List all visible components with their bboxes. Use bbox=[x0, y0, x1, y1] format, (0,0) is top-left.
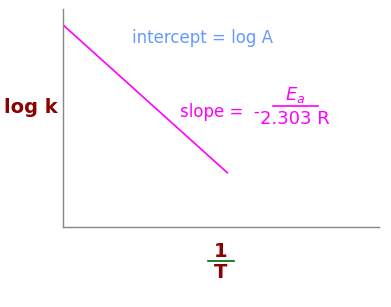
Text: log k: log k bbox=[4, 98, 58, 117]
Text: slope =  -: slope = - bbox=[180, 103, 265, 121]
Text: 2.303 R: 2.303 R bbox=[260, 110, 330, 128]
Text: 1: 1 bbox=[214, 242, 228, 261]
Text: intercept = log A: intercept = log A bbox=[132, 29, 273, 47]
Text: $E_a$: $E_a$ bbox=[285, 85, 305, 105]
Text: T: T bbox=[214, 263, 228, 282]
